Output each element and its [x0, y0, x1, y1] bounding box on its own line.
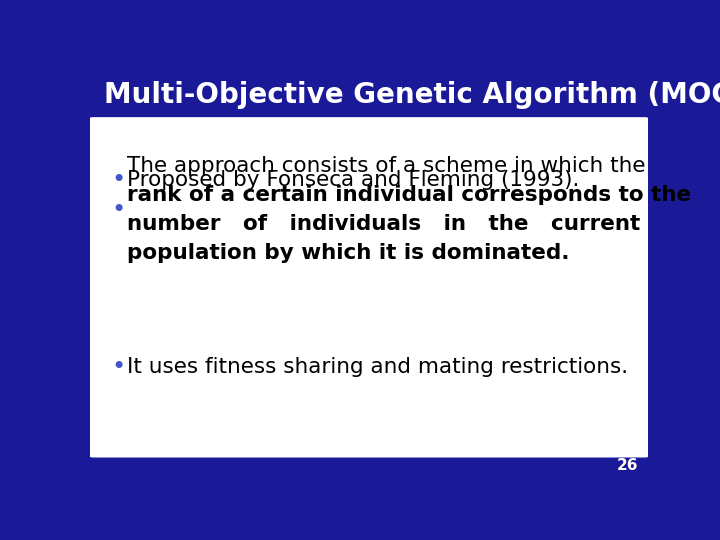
Bar — [90, 65, 648, 125]
Text: number   of   individuals   in   the   current: number of individuals in the current — [127, 214, 641, 234]
Text: •: • — [112, 355, 126, 379]
Text: 26: 26 — [617, 458, 639, 472]
Bar — [90, 450, 648, 481]
FancyBboxPatch shape — [86, 117, 652, 457]
Text: •: • — [112, 198, 126, 221]
Text: •: • — [112, 168, 126, 192]
Text: rank of a certain individual corresponds to the: rank of a certain individual corresponds… — [127, 185, 691, 205]
Text: It uses fitness sharing and mating restrictions.: It uses fitness sharing and mating restr… — [127, 356, 629, 376]
Text: Multi-Objective Genetic Algorithm (MOGA): Multi-Objective Genetic Algorithm (MOGA) — [104, 81, 720, 109]
Text: Proposed by Fonseca and Fleming (1993).: Proposed by Fonseca and Fleming (1993). — [127, 170, 580, 190]
Text: population by which it is dominated.: population by which it is dominated. — [127, 244, 570, 264]
Text: The approach consists of a scheme in which the: The approach consists of a scheme in whi… — [127, 156, 646, 176]
